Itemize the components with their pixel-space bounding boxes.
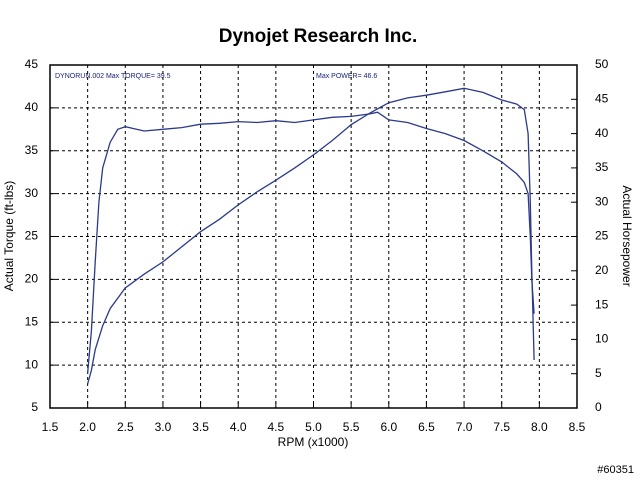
y2-tick-label: 40 — [595, 126, 609, 140]
x-tick-label: 4.5 — [268, 420, 285, 434]
x-tick-label: 8.5 — [569, 420, 586, 434]
chart-title: Dynojet Research Inc. — [219, 26, 418, 47]
y2-tick-label: 15 — [595, 297, 609, 311]
y2-tick-label: 25 — [595, 229, 609, 243]
x-tick-label: 5.0 — [305, 420, 322, 434]
y2-tick-label: 30 — [595, 194, 609, 208]
y-tick-label: 35 — [25, 143, 39, 157]
y2-tick-label: 45 — [595, 91, 609, 105]
x-tick-label: 5.5 — [343, 420, 360, 434]
x-tick-label: 3.0 — [155, 420, 172, 434]
x-axis-label: RPM (x1000) — [278, 435, 349, 449]
y-tick-label: 40 — [25, 100, 39, 114]
y-tick-label: 25 — [25, 229, 39, 243]
y-axis-label: Actual Torque (ft-lbs) — [2, 181, 16, 292]
y2-tick-label: 50 — [595, 57, 609, 71]
annotation: DYNORUN.002 Max TORQUE= 39.5 — [55, 73, 171, 80]
y2-axis-label: Actual Horsepower — [620, 185, 634, 286]
y-tick-label: 30 — [25, 186, 39, 200]
y2-tick-label: 35 — [595, 160, 609, 174]
series-line — [86, 111, 535, 374]
x-tick-label: 1.5 — [42, 420, 59, 434]
y2-tick-label: 20 — [595, 263, 609, 277]
y2-tick-label: 0 — [595, 400, 602, 414]
y2-tick-label: 10 — [595, 332, 609, 346]
y-tick-label: 45 — [25, 57, 39, 71]
x-tick-label: 6.5 — [418, 420, 435, 434]
y-tick-label: 20 — [25, 272, 39, 286]
x-tick-label: 4.0 — [230, 420, 247, 434]
x-tick-label: 3.5 — [192, 420, 209, 434]
x-tick-label: 7.5 — [493, 420, 510, 434]
series-line — [86, 87, 535, 385]
x-tick-label: 7.0 — [456, 420, 473, 434]
x-tick-label: 2.5 — [117, 420, 134, 434]
y-tick-label: 10 — [25, 357, 39, 371]
watermark: #60351 — [597, 464, 634, 476]
y-tick-label: 5 — [31, 400, 38, 414]
y2-tick-label: 5 — [595, 366, 602, 380]
y-tick-label: 15 — [25, 314, 39, 328]
annotation: Max POWER= 46.6 — [316, 73, 377, 80]
x-tick-label: 6.0 — [380, 420, 397, 434]
x-tick-label: 8.0 — [531, 420, 548, 434]
x-tick-label: 2.0 — [79, 420, 96, 434]
